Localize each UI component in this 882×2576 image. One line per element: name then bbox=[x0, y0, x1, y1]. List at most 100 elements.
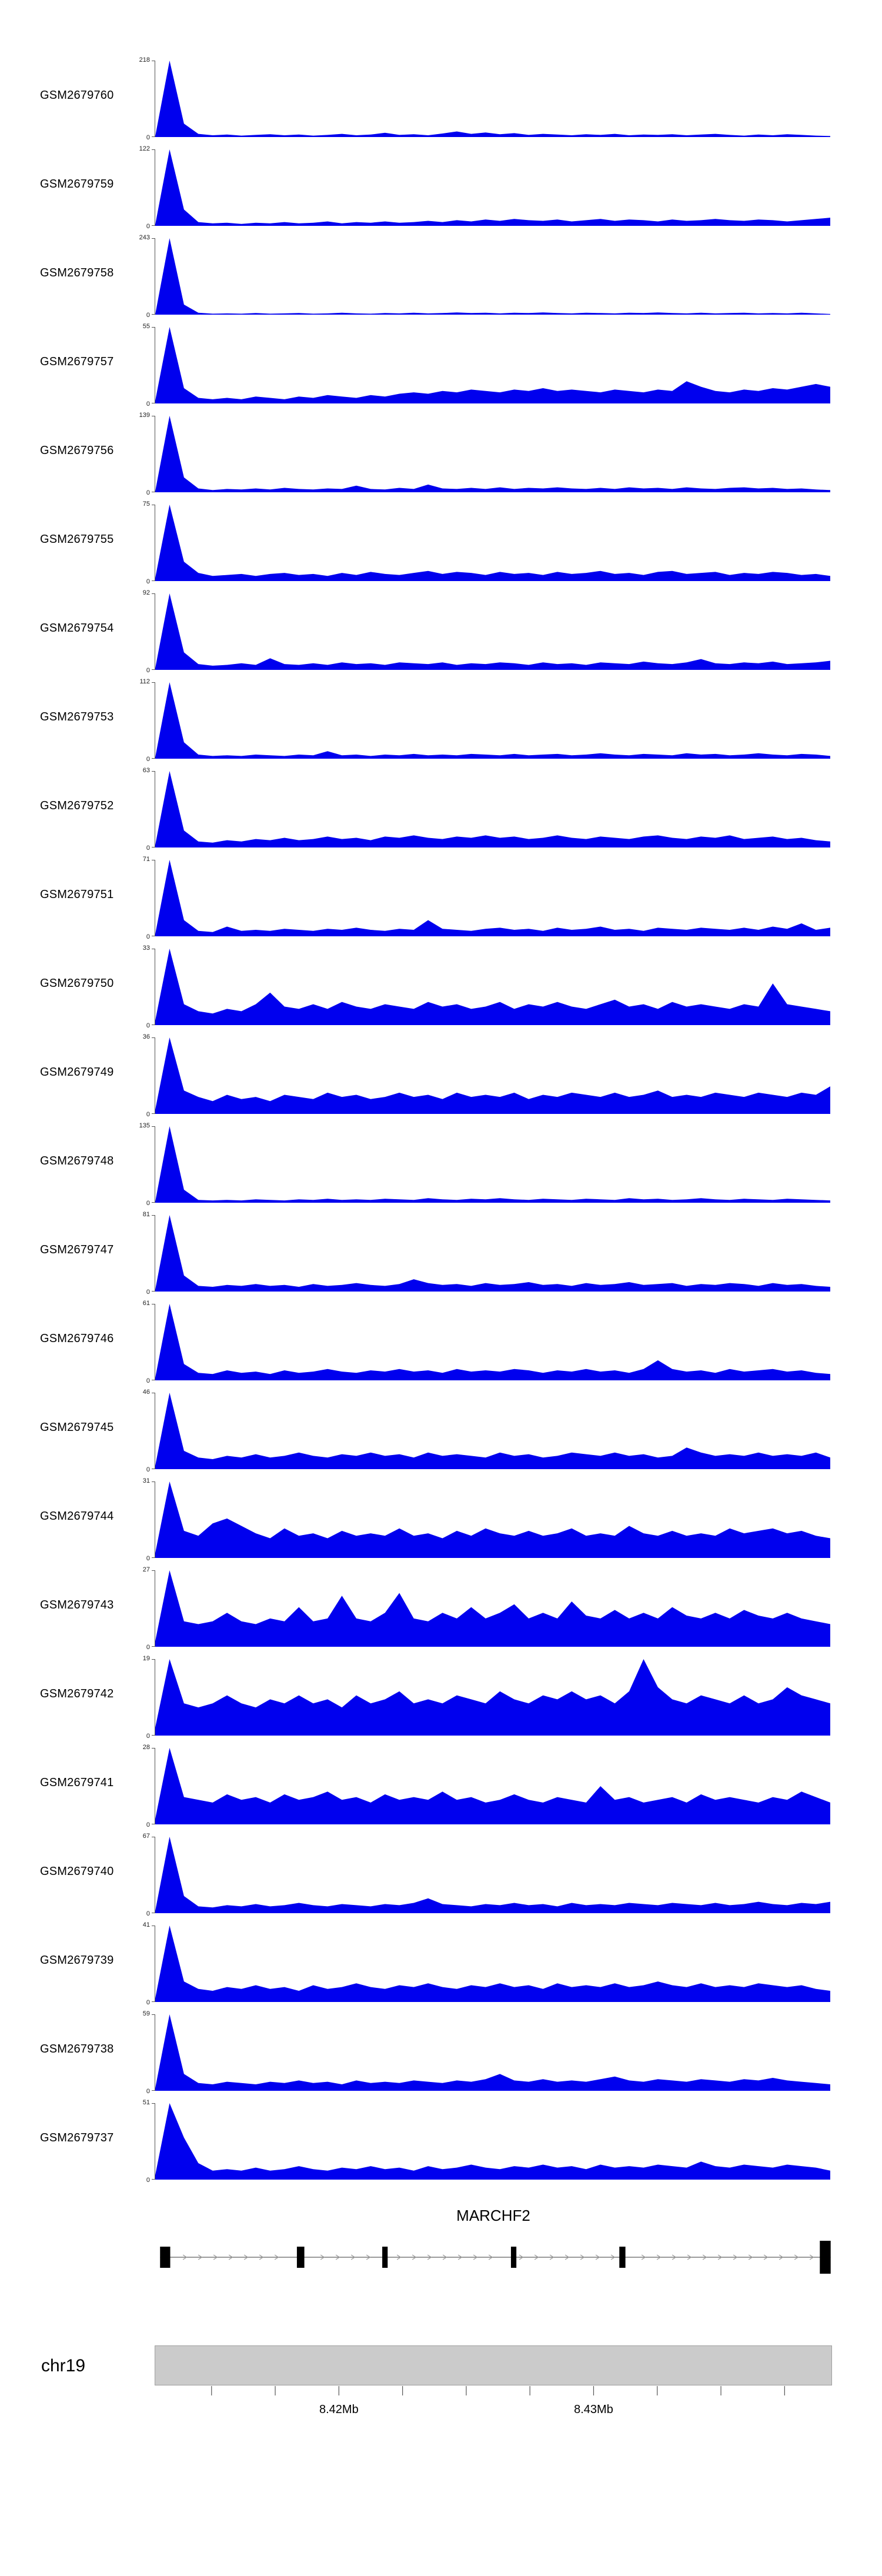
y-axis-top-tick bbox=[152, 1481, 155, 1482]
y-axis-zero-label: 0 bbox=[146, 667, 150, 674]
sample-label: GSM2679745 bbox=[40, 1421, 114, 1434]
coverage-polygon bbox=[155, 149, 830, 226]
track-plot-area: 139 0 bbox=[139, 412, 832, 496]
coverage-track: GSM2679757 55 0 bbox=[0, 322, 882, 411]
y-axis-bottom-tick bbox=[152, 225, 155, 226]
coverage-area bbox=[155, 593, 830, 670]
strand-arrow-icon bbox=[794, 2254, 799, 2260]
y-axis-top-tick bbox=[152, 1748, 155, 1749]
gene-name-label: MARCHF2 bbox=[456, 2207, 530, 2224]
coverage-area bbox=[155, 2103, 830, 2180]
track-plot-area: 218 0 bbox=[139, 56, 832, 141]
y-axis-top-tick bbox=[152, 1659, 155, 1660]
coverage-track: GSM2679749 36 0 bbox=[0, 1033, 882, 1122]
coverage-polygon bbox=[155, 682, 830, 759]
y-axis-zero-label: 0 bbox=[146, 933, 150, 940]
sample-label: GSM2679756 bbox=[40, 444, 114, 457]
genomic-axis: 8.42Mb 8.43Mb bbox=[211, 2386, 785, 2416]
sample-label: GSM2679748 bbox=[40, 1154, 114, 1167]
y-axis-bottom-tick bbox=[152, 314, 155, 315]
coverage-area bbox=[155, 61, 830, 137]
coverage-polygon bbox=[155, 1304, 830, 1380]
y-axis-bottom-tick bbox=[152, 1113, 155, 1114]
gene-model bbox=[160, 2241, 831, 2274]
coverage-track: GSM2679737 51 0 bbox=[0, 2098, 882, 2187]
coverage-polygon bbox=[155, 1126, 830, 1203]
coverage-track: GSM2679740 67 0 bbox=[0, 1832, 882, 1921]
y-axis-max-label: 92 bbox=[142, 589, 150, 596]
y-axis-top-tick bbox=[152, 1037, 155, 1038]
track-plot-area: 33 0 bbox=[143, 945, 832, 1029]
coverage-area bbox=[155, 1304, 830, 1380]
coverage-track: GSM2679738 59 0 bbox=[0, 2010, 882, 2098]
track-plot-area: 243 0 bbox=[139, 234, 832, 319]
coverage-area bbox=[155, 1926, 830, 2002]
sample-label: GSM2679757 bbox=[40, 355, 114, 368]
coverage-track: GSM2679752 63 0 bbox=[0, 766, 882, 855]
strand-arrow-icon bbox=[763, 2254, 769, 2260]
coverage-track: GSM2679741 28 0 bbox=[0, 1743, 882, 1832]
track-plot-area: 63 0 bbox=[143, 767, 832, 852]
y-axis-max-label: 218 bbox=[139, 56, 150, 64]
coverage-area bbox=[155, 416, 830, 492]
y-axis-max-label: 27 bbox=[142, 1566, 150, 1573]
y-axis-zero-label: 0 bbox=[146, 134, 150, 141]
track-plot-area: 51 0 bbox=[143, 2099, 832, 2184]
coverage-area bbox=[155, 949, 830, 1025]
y-axis-bottom-tick bbox=[152, 1291, 155, 1292]
strand-arrow-icon bbox=[182, 2254, 188, 2260]
coverage-track: GSM2679760 218 0 bbox=[0, 56, 882, 145]
track-plot-area: 81 0 bbox=[143, 1211, 832, 1296]
y-axis-max-label: 112 bbox=[139, 678, 150, 685]
y-axis-top-tick bbox=[152, 1215, 155, 1216]
strand-arrow-icon bbox=[427, 2254, 432, 2260]
y-axis-bottom-tick bbox=[152, 1557, 155, 1558]
y-axis-max-label: 61 bbox=[142, 1300, 150, 1307]
exon-box bbox=[382, 2247, 388, 2268]
coverage-area bbox=[155, 238, 830, 315]
strand-arrow-icon bbox=[442, 2254, 447, 2260]
track-plot-area: 28 0 bbox=[143, 1744, 832, 1828]
exon-box bbox=[619, 2247, 626, 2268]
sample-label: GSM2679758 bbox=[40, 266, 114, 279]
sample-label: GSM2679742 bbox=[40, 1687, 114, 1700]
sample-label: GSM2679751 bbox=[40, 888, 114, 901]
strand-arrow-icon bbox=[641, 2254, 646, 2260]
coverage-polygon bbox=[155, 860, 830, 936]
coverage-area bbox=[155, 1037, 830, 1114]
y-axis-bottom-tick bbox=[152, 669, 155, 670]
track-plot-area: 55 0 bbox=[143, 323, 832, 408]
coverage-polygon bbox=[155, 238, 830, 315]
track-plot-area: 36 0 bbox=[143, 1033, 832, 1118]
coverage-track: GSM2679748 135 0 bbox=[0, 1122, 882, 1210]
coverage-area bbox=[155, 1215, 830, 1292]
strand-arrow-icon bbox=[748, 2254, 753, 2260]
strand-arrow-icon bbox=[779, 2254, 784, 2260]
strand-arrow-icon bbox=[335, 2254, 340, 2260]
coverage-polygon bbox=[155, 416, 830, 492]
strand-arrow-icon bbox=[656, 2254, 662, 2260]
strand-arrow-icon bbox=[366, 2254, 371, 2260]
y-axis-zero-label: 0 bbox=[146, 1111, 150, 1118]
y-axis-bottom-tick bbox=[152, 1646, 155, 1647]
strand-arrow-icon bbox=[457, 2254, 463, 2260]
coverage-track: GSM2679758 243 0 bbox=[0, 233, 882, 322]
y-axis-zero-label: 0 bbox=[146, 1910, 150, 1917]
y-axis-max-label: 63 bbox=[142, 767, 150, 774]
y-axis-max-label: 33 bbox=[142, 945, 150, 952]
strand-arrow-icon bbox=[549, 2254, 554, 2260]
coverage-polygon bbox=[155, 327, 830, 403]
y-axis-zero-label: 0 bbox=[146, 1466, 150, 1473]
y-axis-zero-label: 0 bbox=[146, 312, 150, 319]
axis-tick-label: 8.43Mb bbox=[574, 2403, 613, 2416]
coverage-polygon bbox=[155, 2014, 830, 2091]
y-axis-zero-label: 0 bbox=[146, 1821, 150, 1828]
y-axis-bottom-tick bbox=[152, 2090, 155, 2091]
y-axis-bottom-tick bbox=[152, 1202, 155, 1203]
track-plot-area: 112 0 bbox=[139, 678, 832, 763]
strand-arrow-icon bbox=[702, 2254, 707, 2260]
chromosome-label: chr19 bbox=[41, 2356, 86, 2375]
y-axis-max-label: 36 bbox=[142, 1033, 150, 1040]
y-axis-zero-label: 0 bbox=[146, 1555, 150, 1562]
strand-arrow-icon bbox=[595, 2254, 600, 2260]
